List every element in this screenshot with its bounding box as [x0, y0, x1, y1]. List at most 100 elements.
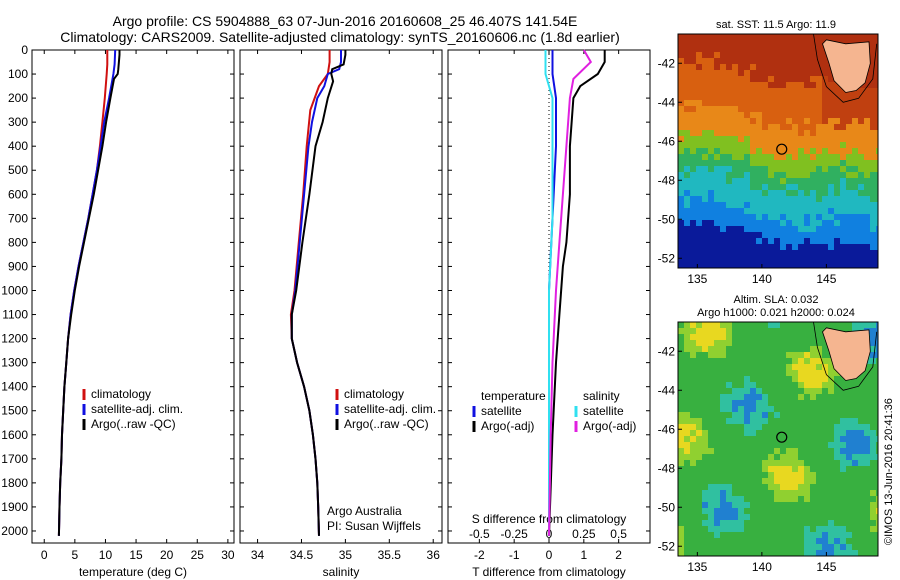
y-tick-label: 1900: [1, 500, 28, 514]
y-tick-label: 900: [8, 259, 28, 273]
x-tick-label: 35.5: [378, 548, 402, 562]
argo-float-marker: [776, 143, 788, 155]
lon-tick-label: 140: [752, 272, 772, 286]
y-tick-label: 500: [8, 163, 28, 177]
x-tick-label: 34.5: [290, 548, 314, 562]
x-tick-label: 25: [191, 548, 205, 562]
tasmania-landmass: [822, 327, 871, 381]
y-tick-label: 1300: [1, 356, 28, 370]
y-tick-label: 1500: [1, 404, 28, 418]
x-tick-label: 0: [41, 548, 48, 562]
legend-title-salinity: salinity: [583, 389, 620, 403]
figure-title-line1: Argo profile: CS 5904888_63 07-Jun-2016 …: [113, 13, 578, 29]
legend-label: climatology: [91, 387, 151, 401]
lat-tick-label: -42: [658, 344, 676, 358]
shelf-contour: [813, 321, 878, 391]
y-tick-label: 1200: [1, 332, 28, 346]
legend-label: Argo(..raw -QC): [91, 417, 176, 431]
lon-tick-label: 140: [752, 560, 772, 574]
lat-tick-label: -48: [658, 173, 676, 187]
x-tick-label: 10: [99, 548, 113, 562]
plot-frame: [31, 49, 235, 544]
legend-label: satellite-adj. clim.: [344, 402, 436, 416]
y-tick-label: 1800: [1, 476, 28, 490]
map-frame: [677, 33, 879, 269]
x-tick-label: 0: [546, 548, 553, 562]
series-line-clim: [57, 50, 109, 536]
legend-label: satellite-adj. clim.: [91, 402, 183, 416]
y-tick-label: 1700: [1, 452, 28, 466]
map-title: sat. SST: 11.5 Argo: 11.9: [716, 19, 836, 31]
y-tick-label: 200: [8, 91, 28, 105]
lat-tick-label: -44: [658, 383, 676, 397]
y-tick-label: 700: [8, 211, 28, 225]
y-tick-label: 600: [8, 187, 28, 201]
s-tick-label: 0.25: [572, 527, 596, 541]
lon-tick-label: 145: [816, 560, 836, 574]
lon-tick-label: 145: [816, 272, 836, 286]
tasmania-landmass: [822, 39, 871, 93]
x-tick-label: 5: [72, 548, 79, 562]
legend-label: climatology: [344, 387, 404, 401]
series-line-argo: [57, 50, 121, 536]
y-tick-label: 2000: [1, 524, 28, 538]
y-tick-label: 100: [8, 67, 28, 81]
argo-float-marker: [776, 431, 788, 443]
map-title: Argo h1000: 0.021 h2000: 0.024: [697, 307, 855, 319]
legend-label: Argo(-adj): [481, 419, 534, 433]
series-line-sal_sat: [544, 50, 554, 536]
x-tick-label: -2: [474, 548, 485, 562]
plot-frame: [239, 49, 443, 544]
lat-tick-label: -46: [658, 134, 676, 148]
lat-tick-label: -52: [658, 251, 676, 265]
lat-tick-label: -42: [658, 56, 676, 70]
salinity-profile-panel: 34 34.5 35 35.5 36 salinity climatologysatelli…: [239, 49, 443, 579]
series-line-sal_argo: [548, 49, 593, 536]
pi-credit: PI: Susan Wijffels: [327, 519, 421, 533]
legend-label: Argo(-adj): [583, 419, 636, 433]
map-title: Altim. SLA: 0.032: [734, 294, 819, 306]
x-tick-label: 20: [160, 548, 174, 562]
legend-label: satellite: [583, 404, 624, 418]
series-line-argo: [290, 50, 347, 536]
x-axis-label: salinity: [323, 565, 360, 579]
x-tick-label: 30: [221, 548, 235, 562]
temperature-profile-panel: 0100200300400500600700800900100011001200…: [1, 43, 235, 579]
y-tick-label: 400: [8, 139, 28, 153]
x-axis-label: temperature (deg C): [79, 565, 187, 579]
map-frame: [677, 321, 879, 557]
y-tick-label: 800: [8, 235, 28, 249]
y-tick-label: 1600: [1, 428, 28, 442]
lat-tick-label: -50: [658, 500, 676, 514]
x-tick-label: 15: [129, 548, 143, 562]
x-tick-label: 1: [580, 548, 587, 562]
y-tick-label: 1000: [1, 283, 28, 297]
x-axis-label: T difference from climatology: [472, 565, 626, 579]
series-line-argo: [548, 50, 606, 536]
y-tick-label: 1400: [1, 380, 28, 394]
x-tick-label: 35: [339, 548, 353, 562]
x-tick-label: 34: [251, 548, 265, 562]
x-tick-label: -1: [509, 548, 520, 562]
y-tick-label: 300: [8, 115, 28, 129]
lat-tick-label: -48: [658, 461, 676, 475]
lat-tick-label: -52: [658, 539, 676, 553]
x-tick-label: 2: [615, 548, 622, 562]
legend-label: Argo(..raw -QC): [344, 417, 429, 431]
y-tick-label: 0: [21, 43, 28, 57]
figure-title-line2: Climatology: CARS2009. Satellite-adjuste…: [60, 29, 620, 45]
legend-title-temperature: temperature: [481, 389, 546, 403]
shelf-contour: [813, 33, 878, 103]
lon-tick-label: 135: [687, 560, 707, 574]
agency-credit: Argo Australia: [327, 504, 402, 518]
sst-map-panel: sat. SST: 11.5 Argo: 11.9 -42 -44 -46 -48 -50…: [658, 19, 879, 286]
s-tick-label: -0.5: [469, 527, 490, 541]
s-tick-label: 0.5: [610, 527, 627, 541]
imos-timestamp: ©IMOS 13-Jun-2016 20:41:36: [883, 398, 895, 545]
y-tick-label: 1100: [2, 308, 28, 322]
lat-tick-label: -50: [658, 212, 676, 226]
lat-tick-label: -44: [658, 95, 676, 109]
